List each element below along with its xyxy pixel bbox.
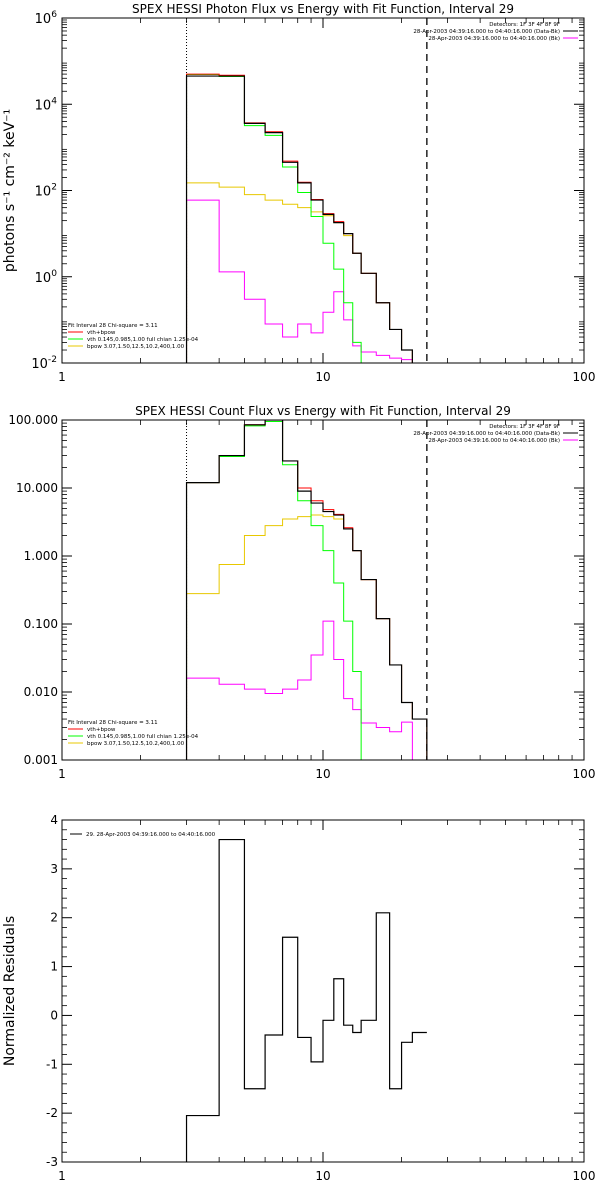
- photon-flux-panel: SPEX HESSI Photon Flux vs Energy with Fi…: [2, 2, 595, 384]
- y-tick-label: 4: [50, 813, 58, 827]
- y-tick-label: -1: [46, 1057, 58, 1071]
- legend-entry: vth+bpow: [87, 330, 116, 336]
- legend-entry: vth+bpow: [87, 727, 116, 733]
- y-axis: -3 -2 -1 0 1 2 3 4: [46, 813, 584, 1169]
- legend-entry: 28-Apr-2003 04:39:16.000 to 04:40:16.000…: [413, 431, 560, 437]
- x-tick-label: 100: [573, 1169, 596, 1183]
- legend-entry: Detectors: 1F 3F 4F 8F 9F: [489, 424, 560, 430]
- legend-entry: 28-Apr-2003 04:39:16.000 to 04:40:16.000…: [428, 36, 560, 42]
- legend-entry: 28-Apr-2003 04:39:16.000 to 04:40:16.000…: [428, 438, 560, 444]
- y-tick-label: -3: [46, 1155, 58, 1169]
- legend-entry: 29. 28-Apr-2003 04:39:16.000 to 04:40:16…: [86, 832, 216, 838]
- legend-entry: 28-Apr-2003 04:39:16.000 to 04:40:16.000…: [413, 29, 560, 35]
- y-tick-label: 1.000: [24, 549, 58, 563]
- x-tick-label: 10: [315, 767, 330, 781]
- y-axis: 0.001 0.010 0.100 1.000 10.000 100.000: [8, 413, 584, 767]
- legend-entry: vth 0.145,0.985,1.00 full chian 1.25e-04: [87, 337, 199, 343]
- x-tick-label: 100: [573, 767, 596, 781]
- count-flux-panel: SPEX HESSI Count Flux vs Energy with Fit…: [8, 404, 595, 781]
- legend-entry: Fit Interval 28 Chi-square = 3.11: [68, 323, 158, 329]
- series-line: [186, 182, 427, 363]
- plot-frame: [61, 17, 585, 364]
- plot-area: [185, 838, 427, 1162]
- plot-frame: [61, 419, 585, 761]
- y-axis-label: photons s⁻¹ cm⁻² keV⁻¹: [2, 109, 18, 272]
- y-tick-label: 0.001: [24, 753, 58, 767]
- y-tick-label: 0.010: [24, 685, 58, 699]
- y-tick-label: 0: [50, 1008, 58, 1022]
- x-axis: 1 10 100: [58, 420, 595, 781]
- y-tick-label: 3: [50, 862, 58, 876]
- y-tick-label: 10.000: [16, 481, 58, 495]
- series-line: [186, 620, 413, 760]
- series-line: [186, 420, 428, 760]
- y-tick-label: 100.000: [8, 413, 58, 427]
- tick-label: 100: [35, 269, 58, 286]
- chart-title: SPEX HESSI Count Flux vs Energy with Fit…: [135, 404, 511, 418]
- tick-label: 10-2: [31, 355, 57, 372]
- legend-entry: bpow 3.07,1.50,12.5,10.2,400,1.00: [87, 344, 185, 350]
- plot-frame: [61, 819, 585, 1163]
- tick-label: 106: [35, 10, 58, 27]
- x-tick-label: 1: [58, 370, 66, 384]
- legend-entry: vth 0.145,0.985,1.00 full chian 1.25e-04: [87, 734, 199, 740]
- series-line: [186, 199, 413, 363]
- legend-bottom-left: Fit Interval 28 Chi-square = 3.11vth+bpo…: [68, 323, 199, 350]
- y-tick-label: 2: [50, 911, 58, 925]
- legend-top-left: 29. 28-Apr-2003 04:39:16.000 to 04:40:16…: [70, 832, 216, 838]
- x-axis: 1 10 100: [58, 18, 595, 384]
- x-tick-label: 10: [315, 1169, 330, 1183]
- y-axis-label: Normalized Residuals: [2, 916, 18, 1066]
- series-line: [186, 421, 377, 760]
- x-tick-label: 1: [58, 1169, 66, 1183]
- legend-entry: bpow 3.07,1.50,12.5,10.2,400,1.00: [87, 741, 185, 747]
- y-tick-label: 0.100: [24, 617, 58, 631]
- series-line: [185, 75, 413, 363]
- series-line: [185, 838, 427, 1162]
- tick-label: 102: [35, 183, 57, 200]
- x-tick-label: 1: [58, 767, 66, 781]
- x-tick-label: 100: [573, 370, 596, 384]
- series-line: [186, 73, 413, 363]
- y-tick-label: 1: [50, 960, 58, 974]
- tick-label: 104: [35, 96, 58, 113]
- plot-area: [185, 420, 440, 760]
- y-tick-label: -2: [46, 1106, 58, 1120]
- y-axis: 10-2 100 102 104 106: [31, 10, 584, 372]
- legend-bottom-left: Fit Interval 28 Chi-square = 3.11vth+bpo…: [68, 720, 199, 747]
- residuals-panel: Normalized Residuals 1 10 100 -3 -2 -1 0 1 2 3 4 29.…: [2, 813, 595, 1183]
- x-axis: 1 10 100: [58, 820, 595, 1183]
- legend-entry: Detectors: 1F 3F 4F 8F 9F: [489, 22, 560, 28]
- series-line: [185, 420, 428, 760]
- x-tick-label: 10: [315, 370, 330, 384]
- chart-title: SPEX HESSI Photon Flux vs Energy with Fi…: [132, 2, 514, 16]
- legend-entry: Fit Interval 28 Chi-square = 3.11: [68, 720, 158, 726]
- plot-area: [185, 73, 427, 363]
